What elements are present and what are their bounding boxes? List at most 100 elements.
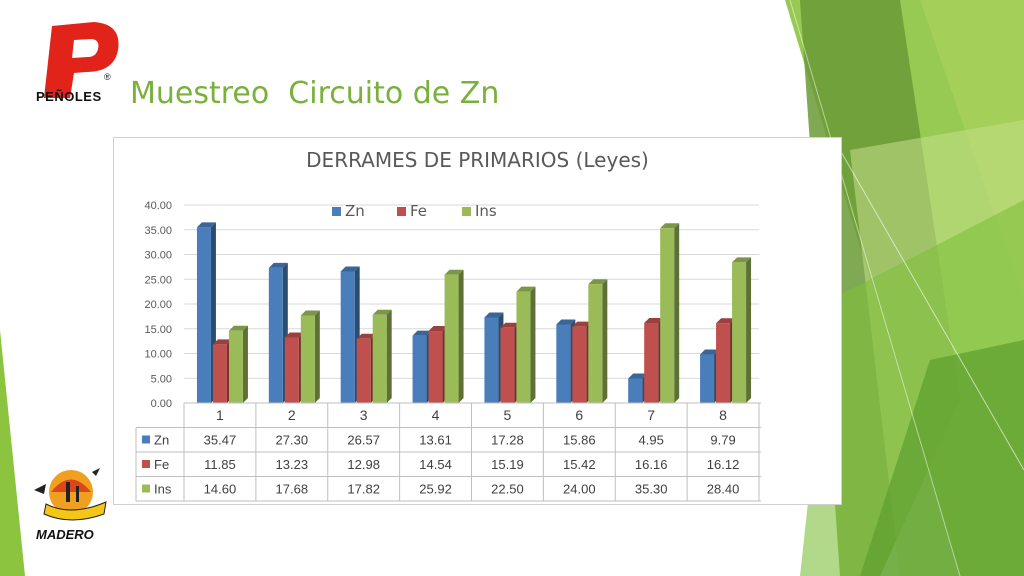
- bar-side: [314, 310, 320, 403]
- table-legend-swatch: [142, 460, 150, 468]
- bar-top: [340, 266, 360, 272]
- y-tick-label: 30.00: [144, 250, 172, 262]
- x-tick-label: 6: [575, 407, 583, 423]
- bar-top: [372, 309, 392, 315]
- x-tick-label: 8: [719, 407, 727, 423]
- bar-top: [572, 321, 592, 327]
- legend-label: Ins: [475, 202, 497, 220]
- bar-top: [516, 286, 536, 292]
- data-label: 13.61: [419, 433, 452, 448]
- bar-zn: [556, 324, 571, 403]
- legend-swatch: [332, 207, 341, 216]
- bar-side: [746, 257, 752, 403]
- bar-top: [212, 339, 232, 345]
- bar-side: [458, 269, 464, 403]
- bar-side: [242, 325, 248, 403]
- bar-ins: [660, 228, 675, 403]
- data-label: 16.16: [635, 457, 668, 472]
- bar-top: [284, 332, 304, 338]
- data-label: 16.12: [707, 457, 740, 472]
- bar-ins: [516, 291, 531, 403]
- data-label: 15.86: [563, 433, 596, 448]
- table-series-name: Zn: [154, 433, 169, 448]
- x-tick-label: 1: [216, 407, 224, 423]
- data-label: 15.42: [563, 457, 596, 472]
- madero-logo-text: MADERO: [36, 527, 94, 542]
- bar-ins: [228, 330, 243, 403]
- bar-top: [356, 333, 376, 339]
- bar-zn: [628, 378, 643, 403]
- data-label: 28.40: [707, 482, 740, 497]
- data-label: 35.47: [204, 433, 237, 448]
- bar-fe: [716, 323, 731, 403]
- bar-top: [484, 312, 504, 318]
- data-label: 15.19: [491, 457, 524, 472]
- chart-container: 0.00 5.00 10.00 15.00 20.00 25.00 30.00 35.00 40…: [113, 137, 842, 505]
- data-label: 17.28: [491, 433, 524, 448]
- bar-zn: [196, 227, 211, 403]
- bar-zn: [412, 335, 427, 403]
- bar-top: [500, 322, 520, 328]
- legend-swatch: [397, 207, 406, 216]
- bar-side: [386, 309, 392, 403]
- x-tick-label: 2: [288, 407, 296, 423]
- bar-top: [412, 330, 432, 336]
- bar-chart: 0.00 5.00 10.00 15.00 20.00 25.00 30.00 35.00 40…: [135, 200, 761, 502]
- y-tick-label: 15.00: [144, 324, 172, 336]
- data-label: 11.85: [204, 457, 236, 472]
- y-tick-label: 20.00: [144, 299, 172, 311]
- data-label: 9.79: [710, 433, 735, 448]
- bar-fe: [500, 327, 515, 403]
- data-label: 14.54: [419, 457, 452, 472]
- bar-fe: [428, 331, 443, 403]
- y-tick-label: 40.00: [144, 200, 172, 212]
- slide-title: Muestreo Circuito de Zn: [130, 76, 500, 111]
- y-tick-label: 25.00: [144, 274, 172, 286]
- bar-top: [556, 319, 576, 325]
- bar-side: [530, 286, 536, 403]
- bar-side: [602, 279, 608, 403]
- bar-top: [588, 279, 608, 285]
- data-label: 17.82: [347, 482, 380, 497]
- data-label: 13.23: [276, 457, 309, 472]
- bar-zn: [340, 271, 355, 403]
- bar-top: [644, 318, 664, 324]
- table-legend-swatch: [142, 435, 150, 444]
- data-label: 22.50: [491, 482, 524, 497]
- bar-zn: [484, 317, 499, 403]
- y-tick-label: 35.00: [144, 225, 172, 237]
- bar-fe: [212, 344, 227, 403]
- table-series-name: Fe: [154, 457, 169, 472]
- table-series-name: Ins: [154, 482, 172, 497]
- table-legend-swatch: [142, 484, 150, 493]
- bar-top: [716, 318, 736, 324]
- bar-fe: [572, 326, 587, 403]
- x-tick-label: 3: [360, 407, 368, 423]
- x-tick-label: 4: [432, 407, 440, 423]
- bar-ins: [444, 274, 459, 403]
- data-label: 24.00: [563, 482, 596, 497]
- data-label: 4.95: [639, 433, 664, 448]
- bar-side: [674, 223, 680, 403]
- bar-fe: [644, 323, 659, 403]
- bar-top: [428, 326, 448, 332]
- legend-label: Zn: [345, 202, 365, 220]
- bar-zn: [268, 267, 283, 403]
- bar-top: [628, 373, 648, 379]
- y-tick-label: 0.00: [151, 398, 172, 410]
- data-label: 27.30: [276, 433, 309, 448]
- chart-title: DERRAMES DE PRIMARIOS (Leyes): [306, 148, 649, 172]
- data-label: 17.68: [276, 482, 309, 497]
- data-label: 35.30: [635, 482, 668, 497]
- bar-top: [732, 257, 752, 263]
- bar-zn: [700, 354, 715, 403]
- bar-top: [660, 223, 680, 229]
- bar-top: [196, 222, 216, 228]
- bar-fe: [284, 337, 299, 403]
- penoles-logo-text: PEÑOLES: [36, 89, 102, 104]
- legend-label: Fe: [410, 202, 427, 220]
- bar-ins: [732, 262, 747, 403]
- madero-logo-icon: [34, 468, 107, 521]
- data-label: 25.92: [419, 482, 452, 497]
- bar-ins: [300, 315, 315, 403]
